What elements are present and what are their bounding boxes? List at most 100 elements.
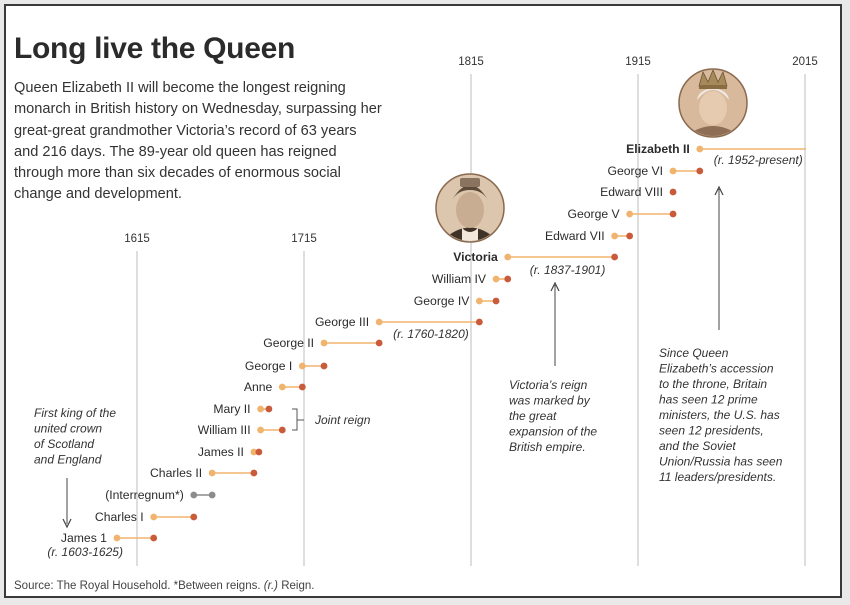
reign-label: (Interregnum*) [105,488,184,502]
reign-label: Edward VII [545,229,605,243]
reign-label: William III [198,423,251,437]
tick-label-1715: 1715 [291,233,317,245]
arrow-head [550,281,560,292]
reign-label: Charles I [95,510,144,524]
reign-end-dot [669,188,677,196]
reign-label: George II [263,336,314,350]
arrow-head [714,185,724,196]
annotation-line: Victoria’s reign [509,378,588,392]
reign-label: George V [567,207,620,221]
annotation-line: seen 12 presidents, [659,424,764,438]
reign-start-dot [320,339,328,347]
reign-victoria: Victoria (r. 1837-1901) [453,250,619,277]
source-note: Source: The Royal Household. *Between re… [14,580,314,592]
reign-note: (r. 1603-1625) [47,545,123,559]
reign-george-iv: George IV [414,294,500,308]
reign-elizabeth-ii: Elizabeth II (r. 1952-present) [626,142,806,167]
reign-charles-i: Charles I [95,510,198,524]
arrow-head [62,518,72,529]
reign-label: George III [315,315,369,329]
annotation-line: was marked by [509,394,591,408]
reign-start-dot [150,513,158,521]
reign-label: Edward VIII [600,185,663,199]
reign-end-dot [278,426,286,434]
annotation-joint-reign: Joint reign [292,408,371,431]
reign-end-dot [190,513,198,521]
reign-start-dot [669,167,677,175]
joint-reign-label: Joint reign [314,413,371,427]
reign-start-dot [504,253,512,261]
joint-bracket [292,408,304,431]
reign-end-dot [669,210,677,218]
reign-george-vi: George VI [608,164,704,178]
x-axis-ticks: 1615 1715 1815 1915 2015 [124,56,818,245]
reign-start-dot [257,405,264,413]
source-reign-abbrev: (r.) [263,580,279,592]
reign-george-v: George V [567,207,677,221]
reign-edward-viii: Edward VIII [600,185,677,199]
reign-label: George IV [414,294,470,308]
reign-mary-ii: Mary II [213,402,273,416]
reign-interregnum: (Interregnum*) [105,488,216,502]
reign-label: Anne [244,380,273,394]
reign-end-dot [492,297,500,305]
reign-end-dot [696,167,704,175]
reign-start-dot [611,232,619,240]
reign-james-ii: James II [198,445,263,459]
reign-label: George VI [608,164,664,178]
annotation-line: Since Queen [659,346,729,360]
portraits [435,68,748,243]
reign-start-dot [298,362,306,370]
reign-james-1: James 1(r. 1603-1625) [47,531,158,559]
reign-edward-vii: Edward VII [545,229,634,243]
reign-start-dot [208,469,216,477]
tick-label-1815: 1815 [458,56,484,68]
reign-label: Victoria [453,250,498,264]
reign-end-dot [504,275,512,283]
annotation-line: united crown [34,422,102,436]
reign-end-dot [320,362,328,370]
reign-label: Elizabeth II [626,142,690,156]
annotation-line: ministers, the U.S. has [659,408,780,422]
reign-william-iv: William IV [432,272,512,286]
annotation-line: British empire. [509,440,586,454]
reign-end-dot [375,339,383,347]
annotation-line: expansion of the [509,425,597,439]
reign-end-dot [255,448,263,456]
source-suffix: Reign. [281,580,315,592]
reign-label: James II [198,445,244,459]
reign-william-iii: William III [198,423,286,437]
tick-label-1915: 1915 [625,56,651,68]
reign-label: Mary II [213,402,250,416]
reign-start-dot [257,426,264,434]
annotation-line: First king of the [34,406,116,420]
reign-start-dot [475,297,483,305]
reign-start-dot [190,491,198,499]
reign-label: Charles II [150,466,202,480]
source-prefix: Source: The Royal Household. *Between re… [14,580,261,592]
annotation-line: of Scotland [34,437,94,451]
reign-start-dot [696,145,704,153]
reign-george-ii: George II [263,336,383,350]
reign-start-dot [113,534,121,542]
reign-end-dot [626,232,634,240]
reign-label: William IV [432,272,487,286]
annotation-line: to the throne, Britain [659,377,767,391]
annotation-line: Union/Russia has seen [659,455,783,469]
reign-george-i: George I [245,359,328,373]
reign-start-dot [375,318,383,326]
reign-end-dot [265,405,273,413]
reign-end-dot [208,491,216,499]
annotation-line: Elizabeth’s accession [659,362,774,376]
reign-start-dot [626,210,634,218]
tick-label-1615: 1615 [124,233,150,245]
reign-note: (r. 1837-1901) [530,263,606,277]
elizabeth-portrait [678,68,748,138]
annotation-line: and the Soviet [659,439,736,453]
intro-paragraph: Queen Elizabeth II will become the longe… [14,80,382,203]
reign-start-dot [250,448,258,456]
